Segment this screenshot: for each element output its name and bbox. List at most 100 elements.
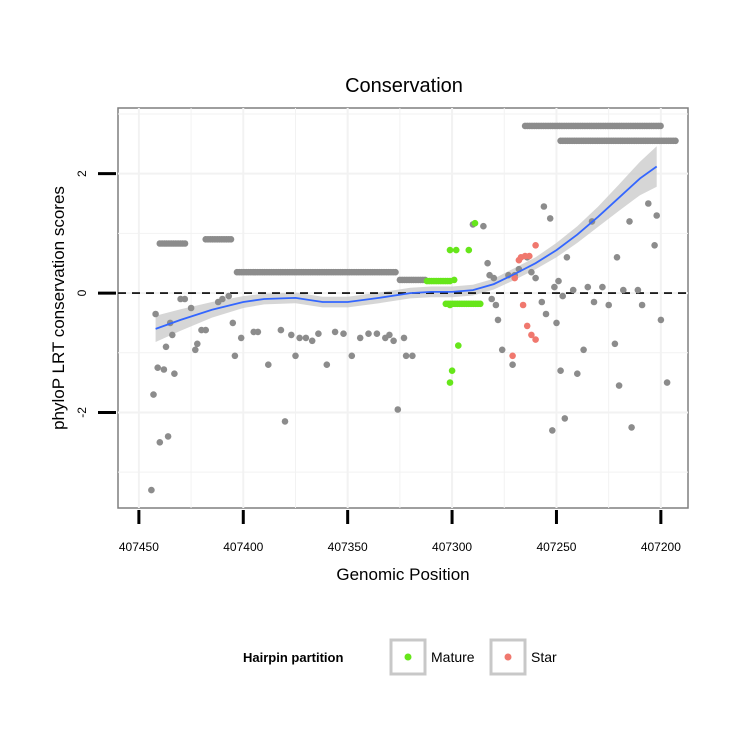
point-other bbox=[657, 122, 664, 130]
point-other bbox=[254, 328, 262, 336]
point-star bbox=[519, 301, 527, 309]
point-other bbox=[480, 222, 487, 230]
point-other bbox=[494, 316, 502, 324]
x-tick-label: 407200 bbox=[641, 540, 681, 554]
point-other bbox=[559, 292, 566, 300]
point-other bbox=[528, 268, 535, 276]
y-tick-label: 2 bbox=[75, 170, 89, 177]
x-tick-label: 407400 bbox=[223, 540, 263, 554]
point-mature bbox=[465, 246, 473, 254]
point-other bbox=[169, 331, 176, 339]
point-other bbox=[634, 286, 642, 294]
point-other bbox=[315, 330, 322, 338]
point-other bbox=[181, 240, 189, 247]
point-other bbox=[154, 364, 161, 372]
point-other bbox=[160, 366, 168, 373]
point-other bbox=[394, 406, 402, 413]
point-other bbox=[150, 391, 157, 398]
point-other bbox=[553, 319, 560, 327]
point-other bbox=[549, 427, 556, 434]
x-tick-label: 407300 bbox=[432, 540, 472, 554]
y-axis: 2 0 -2 bbox=[75, 170, 116, 418]
point-other bbox=[651, 242, 658, 249]
point-mature bbox=[455, 342, 462, 349]
point-other bbox=[657, 316, 665, 324]
point-mature bbox=[450, 276, 458, 284]
x-tick-label: 407350 bbox=[328, 540, 368, 554]
point-other bbox=[488, 295, 496, 303]
point-other bbox=[672, 137, 679, 145]
point-other bbox=[162, 343, 170, 351]
point-star bbox=[523, 322, 531, 330]
point-other bbox=[148, 486, 155, 494]
point-other bbox=[331, 328, 339, 336]
legend-label-mature: Mature bbox=[431, 649, 475, 665]
y-tick-label: -2 bbox=[75, 407, 89, 418]
point-other bbox=[281, 418, 289, 425]
point-mature bbox=[452, 246, 460, 254]
legend-dot-mature bbox=[404, 653, 412, 661]
grid-lines bbox=[118, 108, 688, 508]
point-other bbox=[532, 274, 539, 282]
point-other bbox=[580, 346, 587, 354]
point-other bbox=[615, 382, 623, 389]
legend-label-star: Star bbox=[531, 649, 557, 665]
point-star bbox=[526, 252, 533, 260]
point-other bbox=[302, 334, 310, 342]
point-other bbox=[356, 334, 364, 342]
point-other bbox=[551, 283, 558, 291]
point-other bbox=[555, 277, 562, 285]
point-other bbox=[563, 253, 571, 261]
point-other bbox=[538, 298, 546, 306]
point-other bbox=[605, 301, 612, 309]
point-other bbox=[492, 301, 500, 309]
point-other bbox=[171, 370, 178, 378]
point-other bbox=[540, 203, 548, 210]
point-other bbox=[156, 439, 164, 446]
point-other bbox=[225, 292, 232, 300]
point-other bbox=[400, 334, 408, 342]
point-other bbox=[308, 337, 316, 345]
point-other bbox=[277, 326, 285, 334]
confidence-ribbon bbox=[155, 146, 657, 342]
point-other bbox=[626, 218, 633, 225]
point-other bbox=[229, 319, 237, 327]
point-other bbox=[542, 310, 550, 318]
point-other bbox=[561, 415, 569, 422]
point-mature bbox=[448, 367, 456, 375]
point-mature bbox=[471, 219, 479, 227]
point-other bbox=[663, 379, 671, 386]
point-other bbox=[590, 298, 598, 306]
legend-dot-star bbox=[504, 653, 512, 661]
point-other bbox=[164, 433, 172, 440]
smooth-line bbox=[155, 165, 658, 330]
point-other bbox=[237, 334, 245, 342]
point-other bbox=[645, 200, 652, 207]
x-tick-label: 407250 bbox=[536, 540, 576, 554]
point-other bbox=[202, 326, 209, 334]
point-star bbox=[511, 274, 518, 282]
point-other bbox=[219, 295, 226, 303]
point-other bbox=[194, 340, 201, 348]
point-other bbox=[373, 330, 381, 338]
chart-title: Conservation bbox=[345, 75, 463, 97]
point-other bbox=[340, 330, 347, 338]
point-mature bbox=[477, 300, 484, 308]
x-axis-title: Genomic Position bbox=[336, 565, 469, 584]
point-other bbox=[613, 253, 621, 261]
point-other bbox=[181, 295, 189, 303]
point-other bbox=[498, 346, 506, 354]
point-other bbox=[574, 370, 581, 378]
y-axis-title: phyloP LRT conservation scores bbox=[49, 186, 68, 430]
x-tick-label: 407450 bbox=[119, 540, 159, 554]
point-other bbox=[292, 352, 299, 360]
smooth-curve bbox=[155, 165, 658, 330]
point-other bbox=[365, 330, 372, 338]
point-other bbox=[227, 236, 235, 243]
point-other bbox=[490, 274, 498, 282]
point-other bbox=[288, 331, 295, 339]
point-other bbox=[546, 215, 554, 222]
point-other bbox=[348, 352, 356, 360]
point-other bbox=[599, 283, 606, 291]
